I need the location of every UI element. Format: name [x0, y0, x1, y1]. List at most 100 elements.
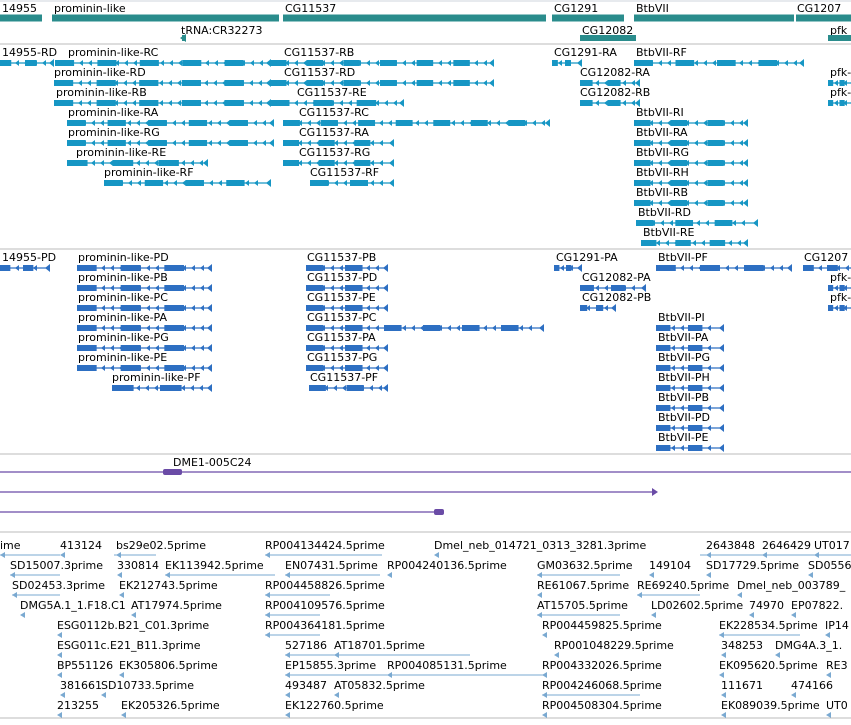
est-label[interactable]: EK212743.5prime — [119, 579, 218, 592]
polypeptide-exon[interactable] — [160, 385, 182, 391]
est-marker[interactable] — [57, 672, 62, 678]
polypeptide-exon[interactable] — [688, 425, 703, 431]
est-label[interactable]: 474166 — [791, 679, 833, 692]
polypeptide-exon[interactable] — [688, 445, 703, 451]
polypeptide-label[interactable]: prominin-like-PF — [112, 371, 201, 384]
polypeptide-exon[interactable] — [688, 345, 703, 351]
est-label[interactable]: 149104 — [649, 559, 691, 572]
polypeptide-exon[interactable] — [23, 265, 34, 271]
transcript-label[interactable]: BtbVII-RE — [643, 226, 694, 239]
polypeptide-label[interactable]: CG11537-PD — [307, 271, 377, 284]
polypeptide-exon[interactable] — [384, 325, 402, 331]
transcript-label[interactable]: prominin-like-RB — [56, 86, 147, 99]
est-label[interactable]: DMG5A.1_1.F18.C1 — [20, 599, 126, 612]
est-label[interactable]: RP004364181.5prime — [265, 619, 385, 632]
gene-feature[interactable] — [0, 14, 42, 22]
transcript-exon[interactable] — [139, 80, 159, 86]
transcript-exon[interactable] — [839, 80, 845, 86]
transcript-label[interactable]: CG12082-RB — [580, 86, 650, 99]
transcript-exon[interactable] — [675, 60, 695, 66]
transcript-exon[interactable] — [181, 80, 201, 86]
transcript-label[interactable]: CG11537-RA — [299, 126, 369, 139]
est-label[interactable]: RP004459825.5prime — [542, 619, 662, 632]
transcript-exon[interactable] — [350, 180, 368, 186]
transcript-label[interactable]: 14955-RD — [2, 46, 57, 59]
est-marker[interactable] — [57, 632, 62, 638]
polypeptide-exon[interactable] — [688, 385, 703, 391]
transcript-exon[interactable] — [828, 100, 834, 106]
est-marker[interactable] — [721, 712, 726, 718]
est-marker[interactable] — [814, 552, 819, 558]
est-marker[interactable] — [60, 552, 65, 558]
est-label[interactable]: EK228534.5prime — [719, 619, 818, 632]
est-label[interactable]: SD10733.5prime — [101, 679, 194, 692]
transcript-exon[interactable] — [182, 60, 202, 66]
polypeptide-exon[interactable] — [688, 325, 703, 331]
est-label[interactable]: RP004134424.5prime — [265, 539, 385, 552]
polypeptide-label[interactable]: CG11537-PE — [307, 291, 376, 304]
transcript-label[interactable]: CG11537-RG — [299, 146, 370, 159]
transcript-label[interactable]: prominin-like-RD — [54, 66, 146, 79]
est-marker[interactable] — [719, 672, 724, 678]
gene-feature[interactable] — [52, 14, 279, 22]
transcript-label[interactable]: prominin-like-RC — [68, 46, 159, 59]
est-label[interactable]: SD0556 — [808, 559, 851, 572]
est-marker[interactable] — [791, 692, 796, 698]
gene-feature[interactable] — [828, 35, 851, 41]
est-label[interactable]: UT0 — [826, 699, 848, 712]
est-label[interactable]: SD02453.3prime — [12, 579, 105, 592]
transcript-label[interactable]: CG11537-RE — [297, 86, 367, 99]
transcript-exon[interactable] — [675, 220, 694, 226]
est-marker[interactable] — [119, 592, 124, 598]
est-marker[interactable] — [706, 572, 711, 578]
polypeptide-label[interactable]: CG11537-PG — [307, 351, 377, 364]
est-label[interactable]: ESG0112b.B21_C01.3prime — [57, 619, 209, 632]
transcript-exon[interactable] — [188, 120, 208, 126]
est-label[interactable]: RP004240136.5prime — [387, 559, 507, 572]
est-marker[interactable] — [285, 712, 290, 718]
est-label[interactable]: RP004246068.5prime — [542, 679, 662, 692]
est-marker[interactable] — [116, 552, 121, 558]
polypeptide-exon[interactable] — [688, 365, 703, 371]
polypeptide-label[interactable]: CG12082-PB — [582, 291, 651, 304]
clone-block[interactable] — [163, 469, 182, 475]
est-label[interactable]: IP14 — [825, 619, 849, 632]
transcript-label[interactable]: BtbVII-RD — [638, 206, 691, 219]
gene-label[interactable]: pfk — [830, 24, 848, 37]
transcript-exon[interactable] — [0, 60, 12, 66]
est-marker[interactable] — [737, 592, 742, 598]
polypeptide-exon[interactable] — [688, 405, 703, 411]
transcript-label[interactable]: CG11537-RB — [284, 46, 354, 59]
polypeptide-label[interactable]: BtbVII-PB — [658, 391, 709, 404]
transcript-label[interactable]: BtbVII-RF — [636, 46, 687, 59]
polypeptide-exon[interactable] — [839, 285, 845, 291]
est-label[interactable]: ime — [0, 539, 21, 552]
est-label[interactable]: AT17974.5prime — [131, 599, 222, 612]
est-marker[interactable] — [285, 692, 290, 698]
polypeptide-label[interactable]: BtbVII-PI — [658, 311, 705, 324]
est-marker[interactable] — [719, 632, 724, 638]
transcript-label[interactable]: CG11537-RD — [284, 66, 355, 79]
est-marker[interactable] — [387, 572, 392, 578]
est-marker[interactable] — [542, 672, 547, 678]
est-marker[interactable] — [60, 692, 65, 698]
est-marker[interactable] — [265, 632, 270, 638]
polypeptide-label[interactable]: CG1207 — [804, 251, 848, 264]
gene-label[interactable]: 14955 — [2, 2, 37, 15]
est-marker[interactable] — [554, 652, 559, 658]
polypeptide-label[interactable]: prominin-like-PG — [78, 331, 169, 344]
polypeptide-exon[interactable] — [345, 265, 363, 271]
est-marker[interactable] — [706, 552, 711, 558]
est-marker[interactable] — [119, 672, 124, 678]
est-marker[interactable] — [825, 632, 830, 638]
est-marker[interactable] — [285, 572, 290, 578]
gene-feature[interactable] — [283, 14, 546, 22]
polypeptide-label[interactable]: CG11537-PF — [310, 371, 378, 384]
transcript-exon[interactable] — [717, 60, 736, 66]
polypeptide-exon[interactable] — [345, 305, 363, 311]
transcript-exon[interactable] — [709, 240, 726, 246]
est-marker[interactable] — [542, 692, 547, 698]
transcript-label[interactable]: prominin-like-RE — [76, 146, 166, 159]
polypeptide-exon[interactable] — [611, 285, 625, 291]
transcript-exon[interactable] — [433, 120, 451, 126]
